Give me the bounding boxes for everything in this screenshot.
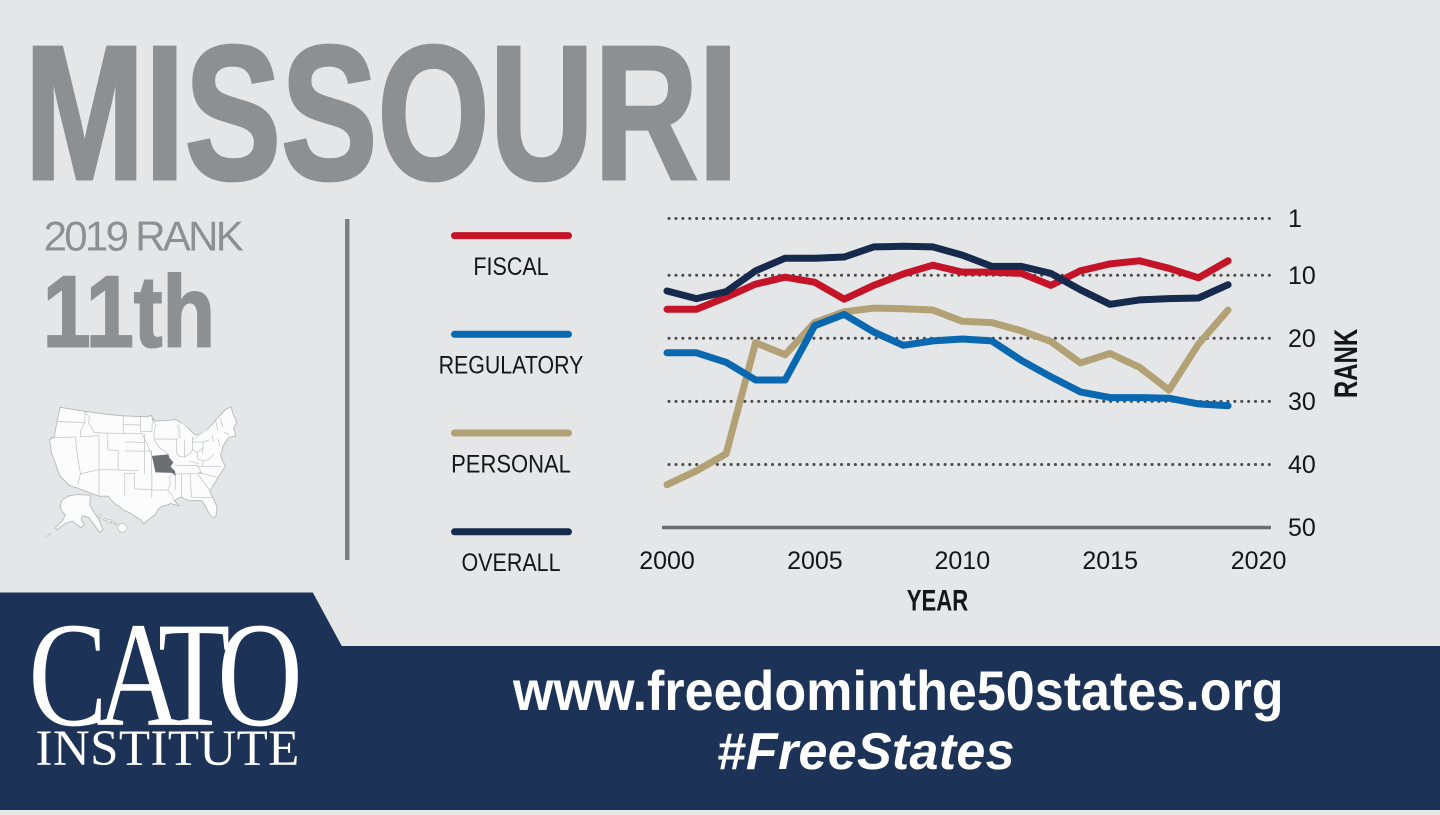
svg-text:2020: 2020 xyxy=(1231,547,1287,575)
svg-text:#FreeStates: #FreeStates xyxy=(717,723,1015,781)
svg-text:2015: 2015 xyxy=(1082,547,1138,575)
svg-text:2019 RANK: 2019 RANK xyxy=(44,213,244,260)
svg-text:FISCAL: FISCAL xyxy=(473,252,548,280)
svg-text:MISSOURI: MISSOURI xyxy=(24,6,738,219)
svg-text:PERSONAL: PERSONAL xyxy=(451,450,571,478)
svg-text:RANK: RANK xyxy=(1328,328,1364,398)
svg-text:10: 10 xyxy=(1288,262,1316,290)
svg-text:CATO: CATO xyxy=(28,593,298,758)
svg-text:20: 20 xyxy=(1288,325,1316,353)
svg-text:YEAR: YEAR xyxy=(907,583,969,617)
svg-text:2010: 2010 xyxy=(934,547,990,575)
svg-text:40: 40 xyxy=(1288,451,1316,479)
svg-text:50: 50 xyxy=(1288,514,1316,542)
svg-text:30: 30 xyxy=(1288,388,1316,416)
svg-text:2005: 2005 xyxy=(787,547,843,575)
svg-text:OVERALL: OVERALL xyxy=(461,548,560,576)
svg-text:REGULATORY: REGULATORY xyxy=(439,351,584,379)
svg-text:1: 1 xyxy=(1288,205,1302,233)
svg-text:2000: 2000 xyxy=(639,547,695,575)
svg-text:www.freedominthe50states.org: www.freedominthe50states.org xyxy=(512,660,1284,722)
svg-text:INSTITUTE: INSTITUTE xyxy=(36,721,300,777)
svg-text:11th: 11th xyxy=(43,255,215,368)
